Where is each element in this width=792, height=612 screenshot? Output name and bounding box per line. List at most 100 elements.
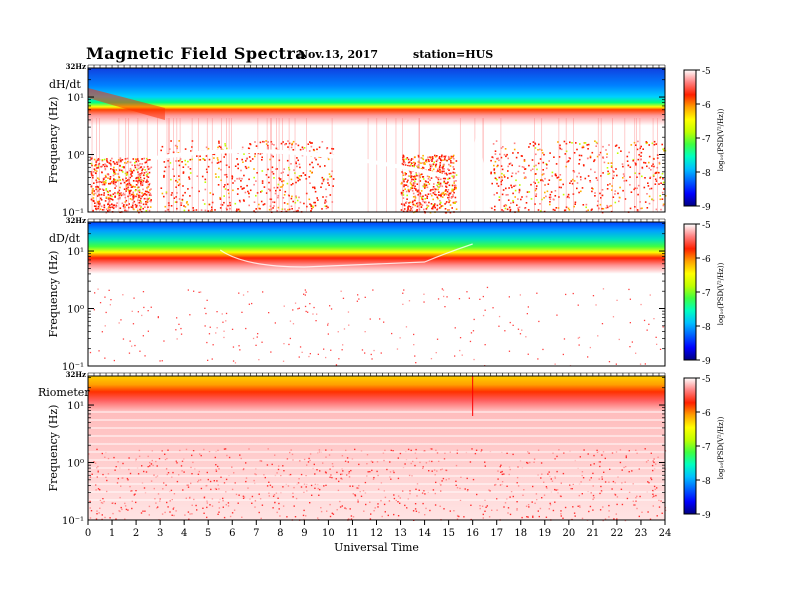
psd-cell (631, 341, 633, 343)
psd-cell (440, 193, 442, 196)
psd-cell (132, 198, 134, 201)
psd-cell (655, 180, 658, 182)
psd-cell (404, 161, 406, 164)
psd-cell (261, 341, 263, 343)
psd-cell (434, 165, 437, 168)
psd-cell (157, 506, 159, 508)
psd-cell (97, 189, 100, 192)
psd-cell (95, 484, 97, 486)
psd-cell (427, 156, 429, 159)
psd-cell (352, 485, 354, 487)
psd-cell (560, 515, 562, 517)
psd-cell (437, 188, 439, 191)
psd-cell (501, 172, 503, 175)
colorbar-tick-label: -5 (702, 221, 711, 231)
psd-cell (320, 510, 323, 513)
psd-cell (594, 171, 596, 173)
psd-cell (491, 182, 493, 185)
psd-cell (244, 165, 247, 168)
psd-cell (142, 188, 144, 191)
psd-cell (436, 208, 438, 211)
psd-cell (298, 196, 300, 199)
psd-cell (537, 358, 539, 360)
psd-cell (217, 146, 219, 149)
psd-cell (648, 323, 650, 325)
psd-cell (105, 182, 107, 184)
psd-cell (234, 482, 236, 484)
psd-cell (217, 176, 220, 178)
psd-cell (261, 190, 263, 192)
psd-cell (443, 181, 445, 184)
psd-cell (119, 196, 121, 199)
psd-cell (438, 166, 441, 168)
psd-cell (140, 184, 142, 187)
psd-cell (531, 159, 534, 161)
psd-cell (543, 494, 546, 496)
psd-cell (286, 159, 289, 162)
psd-cell (206, 516, 208, 519)
psd-cell (220, 146, 222, 149)
psd-cell (599, 151, 602, 154)
psd-cell (434, 206, 436, 209)
psd-cell (434, 474, 436, 476)
psd-cell (312, 166, 314, 169)
psd-cell (263, 141, 265, 143)
psd-cell (112, 512, 114, 515)
psd-cell (223, 482, 226, 484)
psd-cell (152, 464, 154, 467)
psd-cell (316, 148, 318, 151)
psd-cell (451, 184, 454, 187)
psd-cell (369, 518, 372, 520)
psd-cell (438, 156, 441, 158)
psd-cell (178, 474, 180, 476)
psd-cell (453, 202, 455, 204)
psd-cell (628, 450, 630, 452)
psd-cell (273, 494, 276, 496)
psd-cell (429, 193, 432, 195)
psd-cell (516, 508, 518, 510)
psd-cell (549, 504, 552, 506)
psd-cell (417, 167, 419, 169)
psd-cell (420, 190, 423, 192)
psd-cell (414, 503, 417, 505)
psd-cell (126, 209, 128, 212)
psd-cell (163, 176, 165, 178)
psd-cell (223, 201, 225, 204)
psd-cell (93, 182, 95, 184)
psd-cell (196, 509, 198, 511)
psd-cell (215, 470, 218, 472)
psd-cell (185, 202, 188, 204)
psd-cell (182, 489, 184, 491)
psd-cell (410, 175, 413, 177)
psd-cell (324, 201, 326, 203)
psd-cell (129, 184, 131, 186)
psd-cell (556, 177, 559, 179)
psd-cell (225, 312, 228, 315)
psd-cell (439, 206, 442, 209)
psd-cell (537, 149, 539, 151)
psd-cell (357, 500, 359, 502)
psd-cell (340, 290, 342, 292)
psd-cell (247, 190, 249, 193)
psd-cell (211, 208, 213, 211)
psd-cell (305, 291, 307, 293)
psd-cell (119, 207, 122, 209)
psd-cell (98, 350, 100, 352)
psd-cell (455, 160, 458, 162)
psd-cell (182, 185, 184, 187)
psd-cell (427, 193, 430, 195)
psd-cell (309, 182, 311, 184)
psd-cell (105, 476, 107, 478)
psd-cell (204, 188, 207, 191)
psd-cell (602, 506, 604, 508)
psd-cell (114, 192, 117, 195)
psd-cell (198, 190, 200, 193)
psd-cell (109, 304, 111, 306)
psd-cell (448, 177, 451, 180)
psd-cell (429, 159, 431, 161)
psd-cell (433, 205, 435, 207)
psd-cell (309, 170, 312, 172)
psd-cell (302, 514, 305, 517)
psd-cell (405, 184, 408, 186)
